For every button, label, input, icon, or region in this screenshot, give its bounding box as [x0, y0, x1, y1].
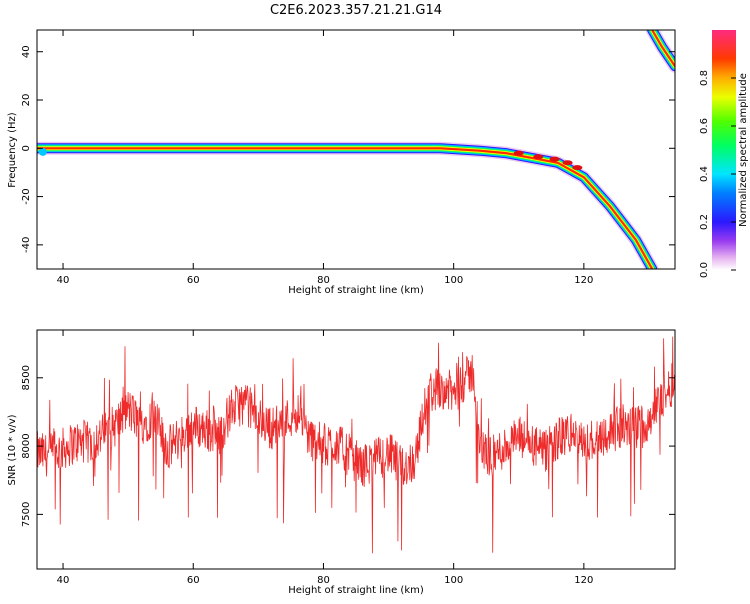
x-tick-label: 120	[574, 275, 593, 286]
snr-y-tick-label: 7500	[21, 502, 32, 527]
ridge-peak-1	[533, 154, 544, 160]
snr-panel: 40 60 80 100 120 7500 8000 8500 Height of strai…	[7, 329, 676, 596]
colorbar: 0.0 0.2 0.4 0.6 0.8 Normalized spectral ampl…	[699, 30, 749, 278]
spectrogram-xlabel: Height of straight line (km)	[288, 285, 424, 296]
colorbar-ticks: 0.0 0.2 0.4 0.6 0.8	[699, 70, 736, 278]
ridge-peak-0	[513, 150, 524, 156]
ridge-band-1-5	[651, 30, 675, 68]
snr-x-tick-label: 60	[187, 575, 200, 586]
y-tick-label: -40	[21, 237, 32, 253]
ridge-peak-3	[562, 160, 573, 166]
x-tick-label: 80	[317, 275, 330, 286]
x-tick-label: 100	[444, 275, 463, 286]
colorbar-tick-label: 0.2	[699, 214, 710, 230]
snr-ylabel: SNR (10 * v/v)	[7, 414, 18, 485]
snr-x-tick-label: 100	[444, 575, 463, 586]
snr-y-tick-label: 8000	[21, 433, 32, 458]
ridge-band-0-5	[37, 147, 654, 269]
snr-series-line	[37, 336, 675, 554]
y-tick-label: 20	[21, 94, 32, 107]
snr-plot-area	[37, 330, 675, 569]
snr-xlabel: Height of straight line (km)	[288, 585, 424, 596]
snr-x-tick-label: 120	[574, 575, 593, 586]
colorbar-tick-label: 0.0	[699, 262, 710, 278]
figure-title: C2E6.2023.357.21.21.G14	[270, 3, 442, 18]
spectral-ridge	[37, 30, 675, 269]
ridge-peak-2	[549, 156, 560, 162]
x-tick-label: 40	[57, 275, 70, 286]
colorbar-tick-label: 0.8	[699, 70, 710, 86]
ridge-peak-4	[572, 165, 583, 171]
colorbar-label: Normalized spectral amplitude	[738, 73, 749, 227]
colorbar-gradient	[712, 30, 736, 270]
spectrogram-frame	[36, 29, 676, 270]
spectrogram-panel: 40 60 80 100 120 40 20 0 -20 -40 Height of straig…	[7, 29, 676, 296]
colorbar-tick-label: 0.6	[699, 118, 710, 134]
snr-x-tick-label: 80	[317, 575, 330, 586]
y-tick-label: 0	[21, 145, 32, 151]
ridge-edge-blob	[38, 147, 47, 156]
colorbar-tick-label: 0.4	[699, 166, 710, 182]
spectrogram-ticks: 40 60 80 100 120 40 20 0 -20 -40	[21, 30, 675, 286]
snr-ticks: 40 60 80 100 120 7500 8000 8500	[21, 330, 675, 586]
y-tick-label: 40	[21, 45, 32, 58]
y-tick-label: -20	[21, 188, 32, 204]
snr-frame	[36, 329, 676, 570]
x-tick-label: 60	[187, 275, 200, 286]
spectrogram-ylabel: Frequency (Hz)	[7, 112, 18, 188]
snr-y-tick-label: 8500	[21, 365, 32, 390]
snr-x-tick-label: 40	[57, 575, 70, 586]
